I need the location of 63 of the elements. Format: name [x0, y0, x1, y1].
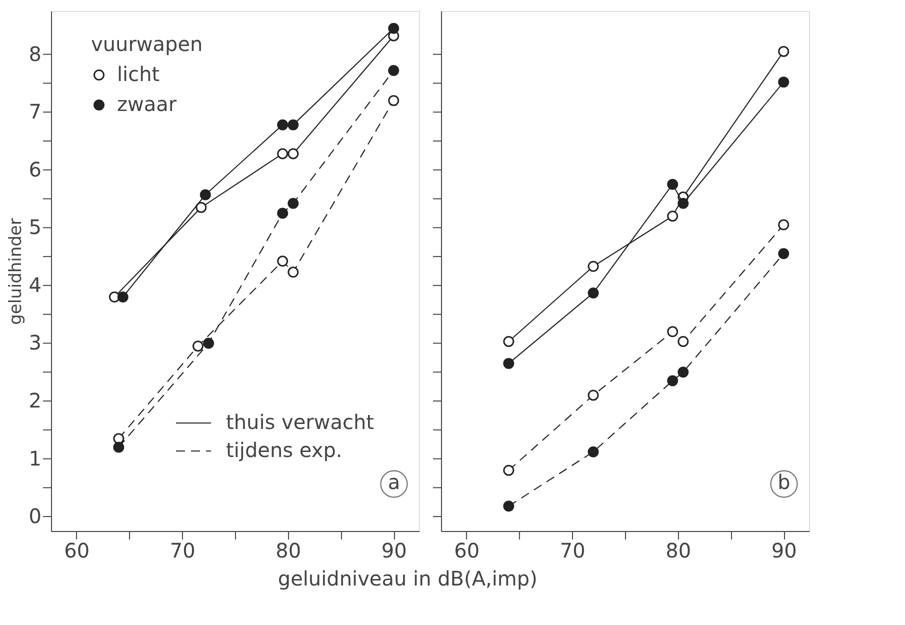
point	[588, 287, 599, 298]
point	[196, 202, 207, 213]
y-axis-title: geluidhinder	[6, 218, 26, 325]
point	[667, 210, 678, 222]
y-tick-label: 2	[28, 388, 42, 412]
x-tick-label: 80	[666, 538, 692, 562]
point	[678, 366, 689, 378]
point	[667, 326, 678, 338]
y-tick-label: 1	[28, 446, 42, 470]
annotation: a	[388, 470, 400, 494]
point	[288, 266, 299, 278]
point	[778, 219, 790, 230]
point	[203, 338, 214, 349]
x-tick-label: 90	[381, 538, 407, 562]
x-tick-label: 90	[771, 538, 797, 562]
legend-label: zwaar	[117, 92, 178, 116]
y-tick-label: 0	[28, 504, 42, 528]
point	[277, 148, 288, 160]
x-tick-label: 70	[560, 538, 586, 562]
y-tick-label: 8	[28, 42, 42, 66]
point	[678, 336, 689, 347]
point	[388, 65, 400, 76]
point	[503, 336, 514, 347]
point	[588, 446, 599, 458]
annotation: b	[778, 470, 790, 494]
y-tick-label: 6	[28, 157, 42, 182]
point	[778, 248, 790, 260]
y-tick-label: 7	[28, 100, 42, 124]
point	[192, 340, 204, 352]
point	[288, 148, 299, 160]
x-tick-label: 70	[170, 538, 196, 562]
point	[388, 22, 400, 34]
point	[503, 500, 514, 512]
point	[388, 95, 400, 106]
x-tick-label: 60	[454, 538, 480, 562]
x-tick-label: 80	[276, 538, 302, 562]
annotation: thuis verwacht	[226, 410, 374, 434]
point	[113, 433, 124, 444]
x-axis-title: geluidniveau in dB(A,imp)	[278, 566, 538, 590]
point	[277, 256, 288, 267]
point	[667, 375, 678, 386]
point	[778, 76, 790, 88]
legend-label: licht	[117, 62, 160, 86]
x-tick-label: 60	[64, 538, 90, 562]
point	[778, 46, 790, 57]
point	[113, 442, 124, 453]
point	[588, 260, 599, 272]
y-tick-label: 3	[28, 330, 42, 355]
point	[277, 119, 288, 130]
point	[288, 198, 299, 209]
point	[667, 178, 678, 190]
point	[678, 198, 689, 209]
y-tick-label: 4	[28, 272, 42, 297]
point	[288, 119, 299, 130]
point	[503, 464, 514, 476]
point	[200, 189, 211, 200]
legend-title: vuurwapen	[91, 32, 203, 56]
y-tick-label: 5	[28, 215, 42, 240]
point	[277, 208, 288, 219]
point	[117, 292, 128, 302]
annotation: tijdens exp.	[226, 438, 342, 462]
point	[503, 358, 514, 369]
point	[588, 390, 599, 401]
